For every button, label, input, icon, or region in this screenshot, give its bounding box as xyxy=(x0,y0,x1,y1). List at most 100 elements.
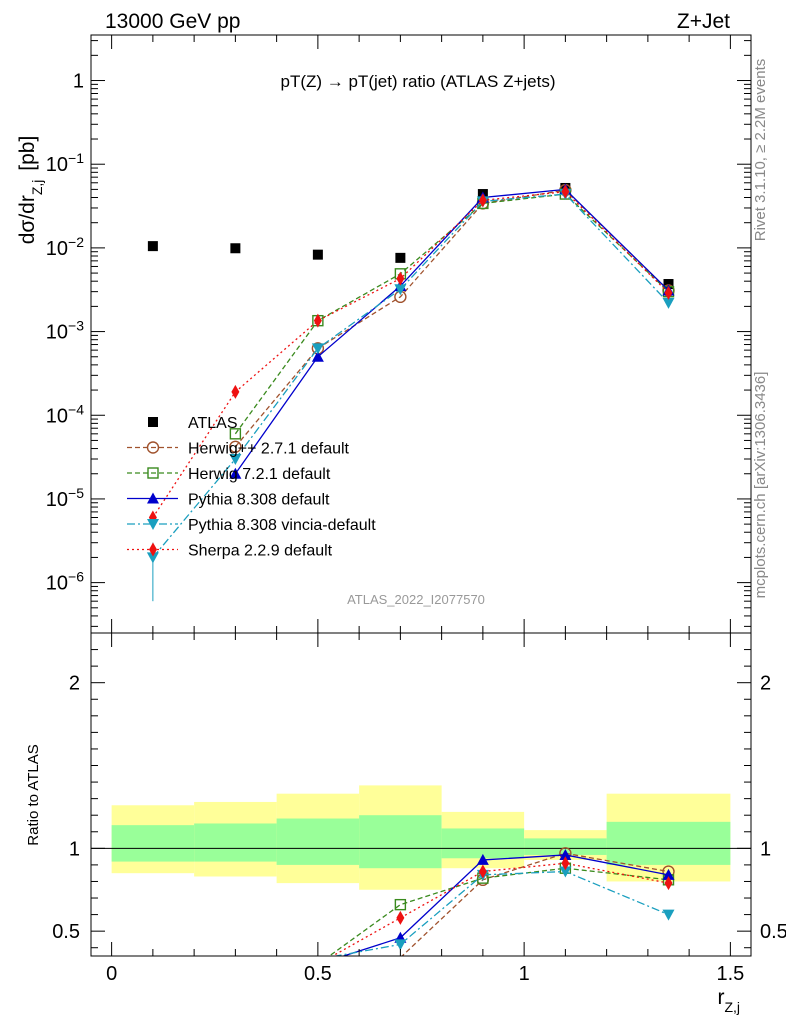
series-line xyxy=(234,193,669,435)
series-4 xyxy=(146,189,675,602)
x-axis-label-text: rZ,j xyxy=(717,986,740,1015)
legend-label: ATLAS xyxy=(188,415,238,432)
band-green xyxy=(524,838,607,855)
ratio-point xyxy=(559,848,572,860)
y-axis-label-text: dσ/drZ,j [pb] xyxy=(16,136,45,245)
legend-label: Herwig++ 2.7.1 default xyxy=(188,441,350,458)
header-right: Z+Jet xyxy=(677,10,730,33)
series-1 xyxy=(229,183,675,453)
legend-marker xyxy=(148,417,158,427)
ratio-point xyxy=(664,876,673,891)
ratio-y-label-text: Ratio to ATLAS xyxy=(25,744,42,845)
data-point xyxy=(313,313,322,328)
legend-label: Pythia 8.308 default xyxy=(188,492,330,509)
data-point xyxy=(311,350,324,362)
data-point xyxy=(396,271,405,286)
data-point xyxy=(231,384,240,399)
mcplots-side-label-text: mcplots.cern.ch [arXiv:1306.3436] xyxy=(752,372,769,599)
x-tick-label: 0.5 xyxy=(304,963,332,985)
series-2 xyxy=(229,188,675,440)
ratio-ticks: 0.5 0.5 1 1 2 2 0 0.5 1 1.5 xyxy=(52,633,786,985)
legend-marker xyxy=(147,519,159,530)
y-tick-label: 10−2 xyxy=(46,234,84,260)
data-point xyxy=(394,284,407,296)
ratio-point xyxy=(478,864,487,879)
mcplots-side-label: mcplots.cern.ch [arXiv:1306.3436] xyxy=(752,372,769,599)
header-left: 13000 GeV pp xyxy=(105,10,240,33)
band-green xyxy=(111,825,195,862)
data-point xyxy=(311,343,324,355)
legend-marker xyxy=(147,492,159,504)
ratio-y-tick-label-right: 0.5 xyxy=(760,921,786,943)
data-point xyxy=(478,193,487,208)
legend-entry: Pythia 8.308 default xyxy=(127,492,330,509)
ratio-point xyxy=(662,868,675,880)
legend-entry: ATLAS xyxy=(148,415,238,432)
ratio-y-tick-label-right: 2 xyxy=(760,673,771,695)
legend-marker xyxy=(146,441,160,454)
legend-entry: Sherpa 2.2.9 default xyxy=(127,542,333,560)
data-point xyxy=(229,440,242,453)
data-point xyxy=(395,252,406,263)
data-point xyxy=(663,279,674,290)
ratio-frame xyxy=(90,632,752,957)
legend-marker xyxy=(147,467,159,479)
y-tick-label: 10−5 xyxy=(46,485,84,511)
ratio-line xyxy=(332,870,669,956)
ratio-point xyxy=(476,853,489,865)
legend-label: Herwig 7.2.1 default xyxy=(188,466,331,483)
legend-entry: Herwig 7.2.1 default xyxy=(127,466,331,483)
y-tick-label: 10−6 xyxy=(46,569,84,595)
legend: ATLAS Herwig++ 2.7.1 default Herwig 7.2.1 … xyxy=(127,415,376,560)
ratio-line xyxy=(401,852,669,956)
main-panel: pT(Z) → pT(jet) ratio (ATLAS Z+jets) ATL… xyxy=(16,34,752,634)
x-tick-label: 1.5 xyxy=(716,963,744,985)
band-green xyxy=(606,821,731,865)
rivet-side-label: Rivet 3.1.10, ≥ 2.2M events xyxy=(752,59,769,242)
ratio-series-group xyxy=(328,847,675,956)
series-0 xyxy=(147,182,674,290)
y-tick-label: 10−4 xyxy=(46,401,84,427)
ratio-series-4 xyxy=(331,856,673,956)
ratio-y-tick-label-right: 1 xyxy=(760,838,771,860)
band-green xyxy=(441,828,525,859)
legend-entry: Pythia 8.308 vincia-default xyxy=(127,517,376,534)
ratio-y-tick-label: 0.5 xyxy=(52,921,80,943)
data-point xyxy=(229,454,242,466)
y-axis-label: dσ/drZ,j [pb] xyxy=(16,136,45,245)
data-point xyxy=(147,241,158,252)
legend-marker xyxy=(149,542,157,557)
ratio-panel: 0.5 0.5 1 1 2 2 0 0.5 1 1.5 Ratio to ATLAS rZ,j xyxy=(25,632,786,1015)
x-tick-label: 1 xyxy=(519,963,530,985)
ratio-point xyxy=(394,939,407,951)
band-green xyxy=(359,815,442,869)
data-point xyxy=(230,243,241,254)
data-point xyxy=(662,297,675,309)
y-tick-label: 10−3 xyxy=(46,318,84,344)
ratio-point xyxy=(396,910,405,925)
x-tick-label: 0 xyxy=(106,963,117,985)
ratio-series xyxy=(328,847,675,956)
data-point xyxy=(561,184,570,199)
series-5 xyxy=(148,184,673,525)
legend-label: Pythia 8.308 vincia-default xyxy=(188,517,376,534)
ratio-point xyxy=(561,856,570,871)
series-line xyxy=(234,188,669,475)
ratio-y-tick-label: 2 xyxy=(69,673,80,695)
ratio-series-2 xyxy=(341,848,675,956)
y-tick-label: 1 xyxy=(73,71,84,93)
data-point xyxy=(146,552,159,564)
rivet-side-label-text: Rivet 3.1.10, ≥ 2.2M events xyxy=(752,59,769,242)
main-ticks: 10−6 10−5 10−4 10−3 10−2 10−1 1 xyxy=(46,35,751,633)
y-tick-label: 10−1 xyxy=(46,150,84,176)
data-point xyxy=(229,428,242,440)
data-point xyxy=(229,467,242,479)
watermark: ATLAS_2022_I2077570 xyxy=(347,592,485,607)
legend-label: Sherpa 2.2.9 default xyxy=(188,543,333,560)
data-point xyxy=(312,249,323,260)
ratio-y-label: Ratio to ATLAS xyxy=(25,744,42,845)
ratio-bands xyxy=(111,785,731,890)
data-point xyxy=(664,285,673,300)
chart-title: pT(Z) → pT(jet) ratio (ATLAS Z+jets) xyxy=(280,72,555,91)
